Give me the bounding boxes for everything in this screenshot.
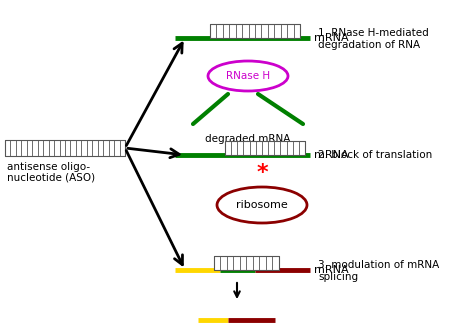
Text: 1. RNase H-mediated
degradation of RNA: 1. RNase H-mediated degradation of RNA: [318, 28, 429, 50]
Text: mRNA: mRNA: [314, 33, 348, 43]
Bar: [225, 141, 305, 155]
Ellipse shape: [217, 187, 307, 223]
Ellipse shape: [208, 61, 288, 91]
Bar: [5, 140, 125, 156]
Text: nucleotide (ASO): nucleotide (ASO): [7, 173, 95, 183]
Text: RNase H: RNase H: [226, 71, 270, 81]
Text: 3. modulation of mRNA
splicing: 3. modulation of mRNA splicing: [318, 260, 439, 282]
Text: ribosome: ribosome: [236, 200, 288, 210]
Bar: [210, 24, 300, 38]
Text: 2. block of translation: 2. block of translation: [318, 150, 432, 160]
Text: degraded mRNA: degraded mRNA: [205, 134, 291, 144]
Bar: [214, 256, 279, 270]
Text: antisense oligo-: antisense oligo-: [7, 162, 90, 172]
Text: mRNA: mRNA: [314, 265, 348, 275]
Text: *: *: [256, 163, 268, 183]
Text: mRNA: mRNA: [314, 150, 348, 160]
